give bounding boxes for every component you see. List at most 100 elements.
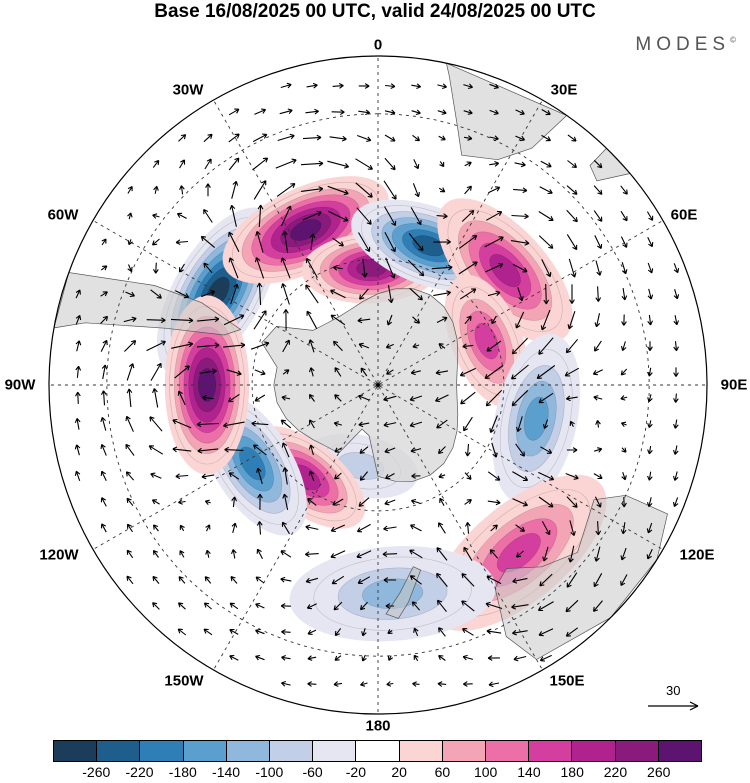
- wind-arrow: [75, 391, 81, 404]
- positive-anomaly-45e: [437, 198, 573, 343]
- wind-arrow: [231, 180, 239, 199]
- wind-arrow: [282, 493, 289, 511]
- wind-arrow: [150, 289, 162, 299]
- wind-arrow: [511, 603, 529, 610]
- wind-arrow: [74, 418, 81, 430]
- wind-arrow: [411, 109, 421, 116]
- colorbar-tick-label: 180: [560, 764, 584, 780]
- wind-arrow: [151, 238, 160, 246]
- modes-logo: MODES©: [635, 34, 736, 56]
- wind-arrow: [463, 546, 473, 561]
- lon-label-60w: 60W: [47, 206, 79, 224]
- wind-arrow: [281, 680, 291, 687]
- colorbar-swatch: [269, 741, 313, 761]
- wind-arrow: [621, 314, 627, 326]
- wind-arrow: [437, 83, 447, 90]
- wind-arrow: [223, 421, 245, 429]
- wind-arrow: [230, 283, 239, 305]
- anomaly-contour: [489, 253, 521, 288]
- wind-arrow: [152, 524, 159, 532]
- wind-arrow: [488, 186, 501, 194]
- wind-arrow: [257, 204, 264, 228]
- wind-arrow: [332, 498, 344, 506]
- wind-arrow: [407, 259, 425, 277]
- colorbar-swatch: [614, 741, 658, 761]
- wind-arrow: [179, 185, 185, 195]
- wind-arrow: [305, 524, 319, 531]
- wind-arrow: [567, 311, 576, 330]
- wind-arrow: [464, 185, 472, 195]
- wind-arrow: [308, 393, 315, 402]
- wind-arrow: [327, 185, 349, 196]
- wind-arrow: [539, 573, 553, 587]
- wind-arrow: [146, 317, 166, 324]
- wind-arrow: [229, 602, 239, 610]
- wind-arrow: [204, 158, 212, 170]
- wind-arrow: [334, 447, 342, 453]
- wind-arrow: [334, 628, 342, 637]
- wind-arrow: [100, 291, 108, 297]
- wind-arrow: [252, 157, 269, 171]
- lon-label-30e: 30E: [550, 81, 578, 99]
- wind-arrow: [127, 212, 133, 220]
- wind-arrow: [332, 340, 343, 352]
- wind-arrow: [255, 230, 264, 253]
- wind-arrow: [540, 446, 553, 454]
- wind-arrow: [151, 499, 160, 505]
- wind-arrow: [305, 284, 319, 304]
- wind-arrow: [437, 681, 447, 687]
- wind-arrow: [439, 497, 445, 506]
- vector-reference-label: 30: [666, 683, 681, 698]
- colorbar-tick-label: -260: [82, 764, 111, 780]
- wind-arrow: [458, 235, 478, 249]
- wind-arrow: [436, 599, 447, 613]
- wind-arrow: [384, 157, 396, 171]
- anomaly-contour: [496, 533, 541, 573]
- wind-arrow: [409, 395, 423, 402]
- wind-arrow: [203, 602, 212, 610]
- wind-arrow: [75, 340, 82, 352]
- wind-arrow: [125, 443, 135, 456]
- wind-arrow: [487, 471, 501, 481]
- wind-arrow: [567, 160, 578, 169]
- wind-arrow: [359, 446, 369, 454]
- wind-arrow: [201, 290, 216, 298]
- wind-arrow: [382, 551, 398, 557]
- wind-arrow: [309, 419, 315, 429]
- wind-arrow: [126, 497, 134, 507]
- wind-arrow: [412, 134, 421, 142]
- wind-arrow: [489, 415, 498, 433]
- wind-arrow: [100, 390, 107, 406]
- colorbar-swatch: [96, 741, 140, 761]
- wind-arrow: [358, 394, 370, 401]
- colorbar-tick-label: -220: [125, 764, 154, 780]
- wind-arrow: [540, 160, 552, 168]
- wind-arrow: [126, 363, 135, 381]
- wind-arrow: [203, 209, 213, 223]
- map-border: [48, 55, 708, 715]
- wind-arrow: [178, 134, 187, 142]
- wind-arrow: [511, 213, 529, 220]
- wind-arrow: [565, 338, 579, 354]
- colorbar-swatch: [54, 741, 97, 761]
- wind-arrow: [254, 394, 266, 402]
- wind-arrow: [647, 237, 654, 248]
- wind-arrow: [569, 520, 576, 537]
- wind-arrow: [673, 419, 679, 429]
- wind-arrow: [620, 395, 628, 401]
- colorbar-swatch: [355, 741, 399, 761]
- wind-arrow: [127, 264, 133, 272]
- wind-arrow: [276, 183, 296, 197]
- wind-arrow: [489, 135, 499, 142]
- wind-arrow: [565, 627, 579, 637]
- wind-arrow: [514, 161, 526, 168]
- wind-arrow: [228, 108, 240, 116]
- wind-arrow: [620, 547, 627, 561]
- wind-arrow: [330, 314, 346, 326]
- wind-arrow: [465, 521, 471, 534]
- wind-arrow: [307, 629, 317, 635]
- wind-arrow: [100, 523, 107, 533]
- wind-arrow: [620, 368, 628, 376]
- wind-arrow: [280, 550, 292, 558]
